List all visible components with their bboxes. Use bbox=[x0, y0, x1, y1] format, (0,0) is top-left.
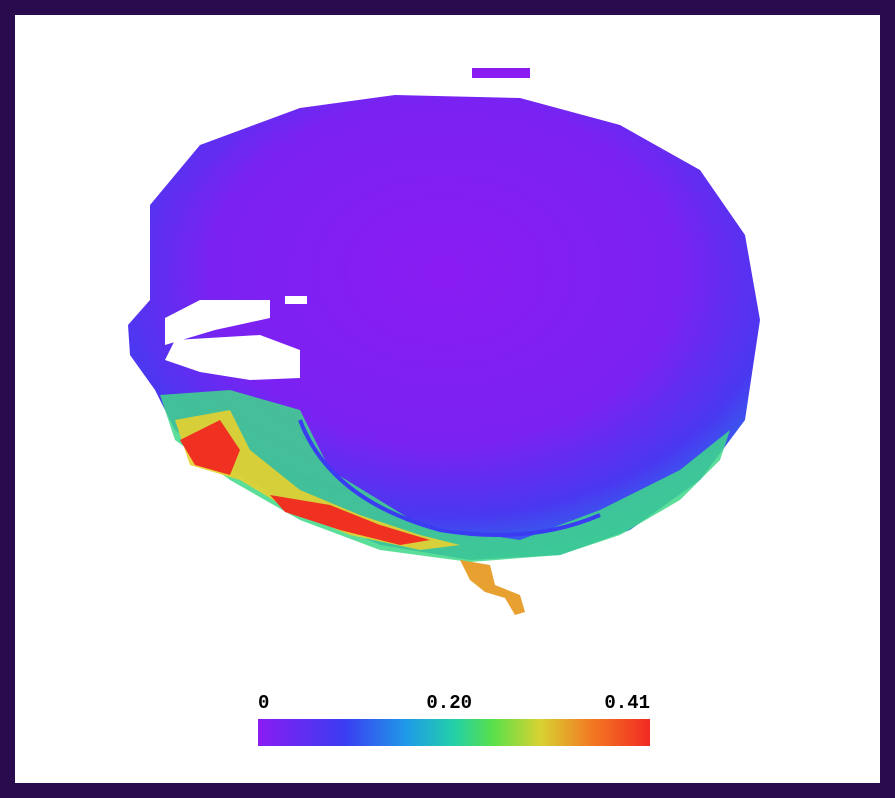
colorbar-tick-label: 0.20 bbox=[426, 692, 472, 714]
page: {"colorbar": {"range": [0, 0.41], "ticks… bbox=[0, 0, 895, 798]
viewer: 0 0.20 0.41 bbox=[0, 0, 895, 798]
map-fragment bbox=[472, 68, 530, 78]
colorbar bbox=[258, 719, 650, 746]
colorbar-tick-label: 0.41 bbox=[604, 692, 650, 714]
map-gap bbox=[285, 296, 307, 304]
colorbar-tick-label: 0 bbox=[258, 692, 269, 714]
